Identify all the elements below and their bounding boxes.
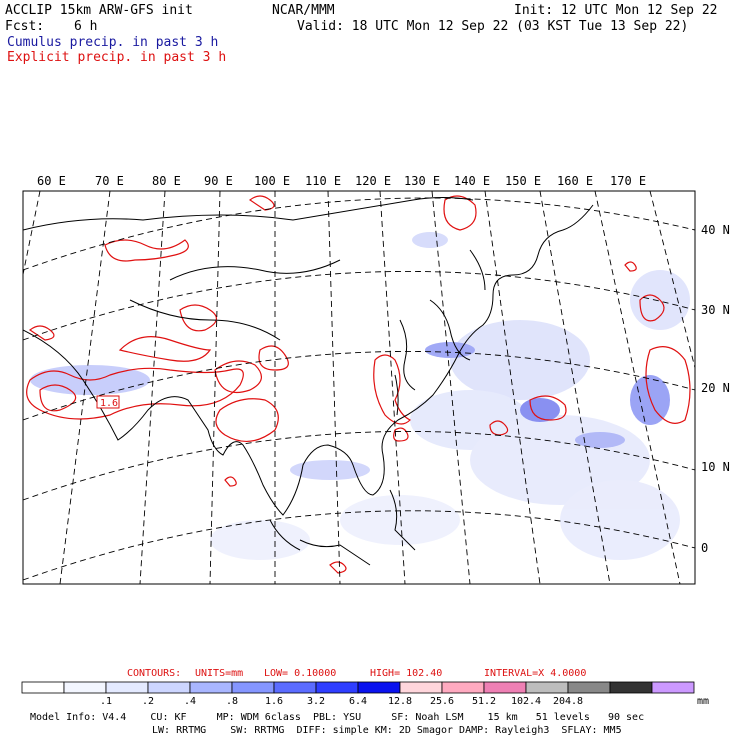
colorbar-swatch: [315, 681, 359, 694]
legend-explicit: Explicit precip. in past 3 h: [7, 50, 227, 65]
init-time: Init: 12 UTC Mon 12 Sep 22: [514, 3, 718, 18]
colorbar-swatch: [525, 681, 569, 694]
lon-label: 90 E: [204, 174, 233, 188]
lat-label: 30 N: [701, 303, 730, 317]
lon-label: 70 E: [95, 174, 124, 188]
colorbar-tick-label: .8: [226, 696, 238, 707]
valid-time: Valid: 18 UTC Mon 12 Sep 22 (03 KST Tue …: [297, 19, 689, 34]
colorbar-units: mm: [697, 696, 710, 707]
lon-label: 150 E: [505, 174, 541, 188]
colorbar-swatch: [21, 681, 65, 694]
footer-model-info: Model Info: V4.4 CU: KF MP: WDM 6class P…: [30, 712, 645, 723]
colorbar-tick-label: 204.8: [553, 696, 583, 707]
colorbar-swatch: [357, 681, 401, 694]
lon-label: 110 E: [305, 174, 341, 188]
colorbar-ticks: .1 .2 .4 .8 1.6 3.2 6.4 12.8 25.6 51.2 102.4 204.8: [100, 696, 583, 707]
colorbar-tick-label: .2: [142, 696, 154, 707]
colorbar-tick-label: 25.6: [430, 696, 454, 707]
contour-high: HIGH= 102.40: [370, 668, 443, 679]
map-content: 1.6: [23, 191, 695, 584]
colorbar-tick-label: 3.2: [307, 696, 325, 707]
colorbar-tick-label: .4: [184, 696, 196, 707]
colorbar: [21, 681, 695, 694]
colorbar-tick-label: 51.2: [472, 696, 496, 707]
colorbar-swatch: [483, 681, 527, 694]
colorbar-swatch: [567, 681, 611, 694]
lat-label: 40 N: [701, 223, 730, 237]
forecast-hour: 6 h: [74, 19, 98, 34]
lat-label: 0: [701, 541, 708, 555]
forecast-label: Fcst:: [5, 19, 45, 34]
colorbar-swatch: [399, 681, 443, 694]
footer-physics-info: LW: RRTMG SW: RRTMG DIFF: simple KM: 2D …: [152, 725, 622, 736]
contour-label-box: [96, 395, 120, 409]
lat-label: 20 N: [701, 381, 730, 395]
lat-label: 10 N: [701, 460, 730, 474]
lon-label: 160 E: [557, 174, 593, 188]
colorbar-swatch: [651, 681, 695, 694]
map-border: [22, 190, 696, 585]
contour-units: UNITS=mm: [195, 668, 244, 679]
colorbar-swatch: [105, 681, 149, 694]
model-title: ACCLIP 15km ARW-GFS init: [5, 3, 193, 18]
contour-low: LOW= 0.10000: [264, 668, 337, 679]
lat-lon-grid: [23, 191, 695, 584]
colorbar-swatch: [273, 681, 317, 694]
lon-label: 120 E: [355, 174, 391, 188]
colorbar-tick-label: 12.8: [388, 696, 412, 707]
colorbar-swatch: [441, 681, 485, 694]
lon-label: 80 E: [152, 174, 181, 188]
colorbar-tick-label: .1: [100, 696, 112, 707]
contour-interval: INTERVAL=X 4.0000: [484, 668, 587, 679]
coastlines: [23, 197, 594, 566]
org-label: NCAR/MMM: [272, 3, 335, 18]
colorbar-tick-label: 1.6: [265, 696, 283, 707]
contour-label-value: 1.6: [100, 398, 118, 409]
colorbar-tick-label: 102.4: [511, 696, 541, 707]
lon-label: 100 E: [254, 174, 290, 188]
lon-label: 60 E: [37, 174, 66, 188]
legend-cumulus: Cumulus precip. in past 3 h: [7, 35, 219, 50]
colorbar-swatch: [231, 681, 275, 694]
colorbar-swatch: [147, 681, 191, 694]
longitude-labels: 60 E 70 E 80 E 90 E 100 E 110 E 120 E 13…: [37, 174, 646, 188]
colorbar-swatch: [189, 681, 233, 694]
lon-label: 140 E: [454, 174, 490, 188]
lon-label: 170 E: [610, 174, 646, 188]
colorbar-tick-label: 6.4: [349, 696, 367, 707]
contour-heading: CONTOURS:: [127, 668, 182, 679]
colorbar-swatch: [609, 681, 653, 694]
latitude-labels: 40 N 30 N 20 N 10 N 0: [701, 223, 730, 555]
lon-label: 130 E: [404, 174, 440, 188]
colorbar-swatch: [63, 681, 107, 694]
